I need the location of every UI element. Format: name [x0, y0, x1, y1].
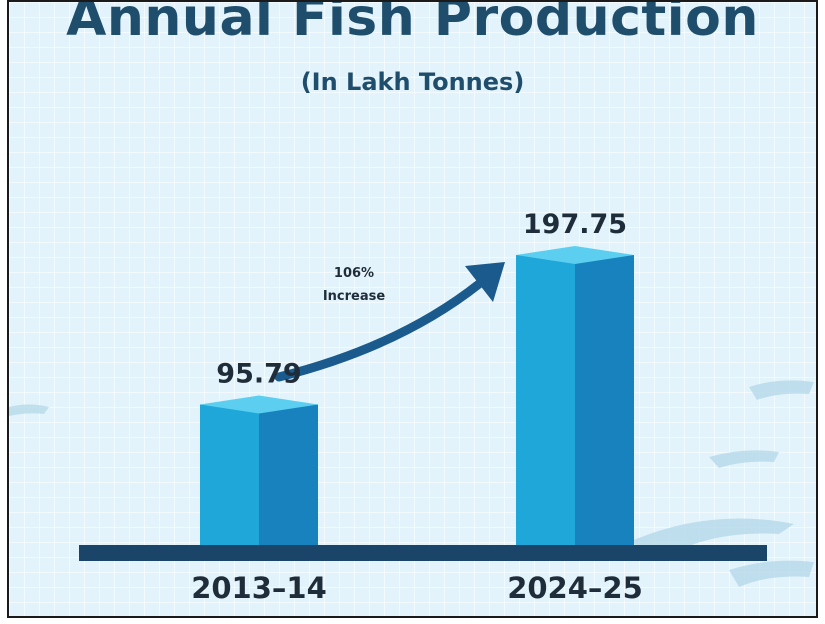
- category-label-1: 2013–14: [191, 571, 327, 605]
- annotation-label: Increase: [323, 289, 386, 304]
- bar-value-label-2: 197.75: [523, 209, 627, 240]
- x-axis-baseline: [79, 545, 767, 561]
- category-label-2: 2024–25: [507, 571, 643, 605]
- chart-plot-area: 106% Increase 95.79 2013–14 197.75 2024–25: [9, 209, 814, 605]
- chart-subtitle: (In Lakh Tonnes): [300, 68, 525, 96]
- bar-2: [516, 246, 634, 545]
- bar-value-label-1: 95.79: [216, 359, 301, 390]
- chart-title: Annual Fish Production: [66, 0, 759, 48]
- annotation-percent: 106%: [334, 266, 374, 281]
- infographic-frame: Annual Fish Production (In Lakh Tonnes) …: [7, 0, 818, 618]
- growth-arrow-icon: [274, 262, 505, 382]
- fish-silhouettes-decoration: [9, 380, 814, 587]
- bar-1: [200, 395, 318, 545]
